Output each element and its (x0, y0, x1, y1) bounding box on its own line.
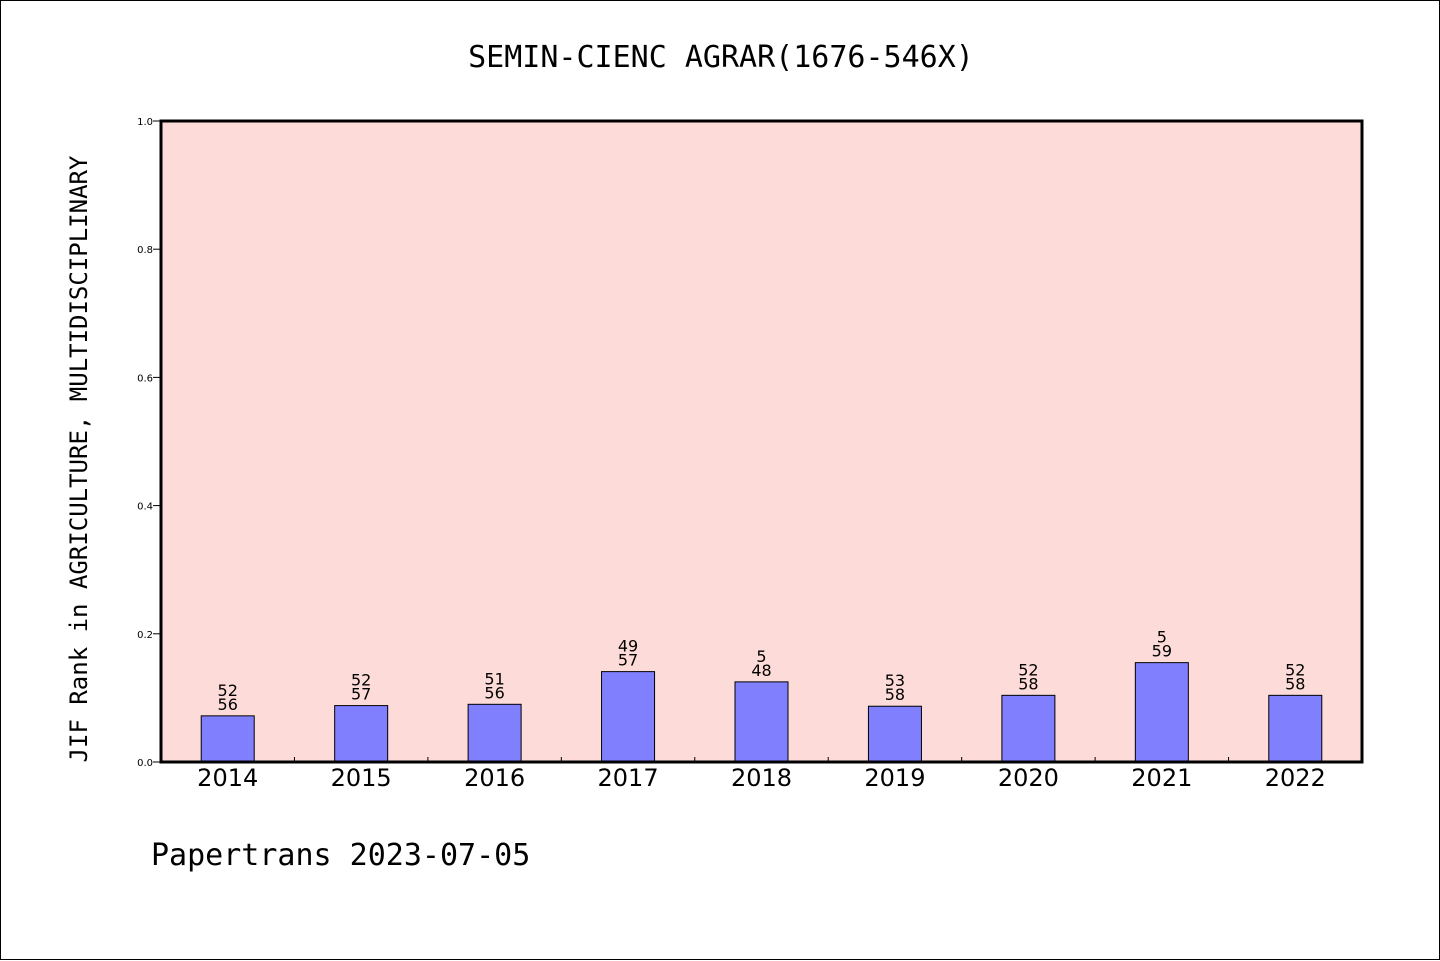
x-tick-label: 2019 (864, 764, 925, 792)
footer-text: Papertrans 2023-07-05 (151, 838, 530, 873)
x-axis-ticks: 2014 2015 2016 2017 2018 2019 2020 2021 2022 (197, 757, 1326, 792)
plot-frame (159, 119, 1364, 764)
bar-label-rank: 49 (618, 637, 638, 656)
bar-label-rank: 52 (218, 681, 238, 700)
y-tick-label: 0.2 (137, 630, 153, 641)
bar-2019 (867, 705, 922, 763)
bar-label-total: 58 (1285, 674, 1305, 693)
bar-2014 (200, 715, 255, 763)
bar-label-rank: 51 (484, 669, 504, 688)
bar-2016 (467, 703, 522, 763)
bar-label-total: 56 (218, 695, 238, 714)
bar-label-total: 56 (484, 683, 504, 702)
bar-label-rank: 52 (351, 671, 371, 690)
bar-2015 (334, 705, 389, 763)
y-tick-label: 0.8 (137, 245, 153, 256)
bar-label-total: 58 (885, 685, 905, 704)
bar-2020 (1001, 694, 1056, 763)
bar-label-rank: 5 (756, 647, 766, 666)
y-tick-label: 0.0 (137, 758, 153, 769)
x-tick-label: 2015 (331, 764, 392, 792)
bar-2021 (1134, 662, 1189, 763)
y-tick-label: 0.4 (137, 502, 153, 513)
bar-label-rank: 52 (1018, 660, 1038, 679)
y-axis-label: JIF Rank in AGRICULTURE, MULTIDISCIPLINA… (65, 155, 93, 762)
x-tick-label: 2022 (1265, 764, 1326, 792)
x-tick-label: 2016 (464, 764, 525, 792)
bar-label-total: 59 (1152, 642, 1172, 661)
x-tick-label: 2017 (598, 764, 659, 792)
x-tick-label: 2020 (998, 764, 1059, 792)
bar-label-total: 48 (751, 661, 771, 680)
chart-title: SEMIN-CIENC AGRAR(1676-546X) (468, 40, 974, 75)
x-tick-label: 2021 (1131, 764, 1192, 792)
y-axis-ticks: 0.0 0.2 0.4 0.6 0.8 1.0 (137, 117, 161, 769)
bar-label-total: 57 (618, 651, 638, 670)
bar-label-total: 57 (351, 685, 371, 704)
bar-label-rank: 5 (1157, 628, 1167, 647)
y-tick-label: 0.6 (137, 373, 153, 384)
bar-label-rank: 53 (885, 671, 905, 690)
bars (200, 662, 1323, 763)
plot-area (161, 121, 1362, 762)
bar-2018 (734, 681, 789, 763)
bar-2022 (1268, 694, 1323, 763)
x-tick-label: 2014 (197, 764, 258, 792)
y-tick-label: 1.0 (137, 117, 153, 128)
x-tick-label: 2018 (731, 764, 792, 792)
bar-label-rank: 52 (1285, 660, 1305, 679)
bar-2017 (601, 671, 656, 763)
bar-label-total: 58 (1018, 674, 1038, 693)
